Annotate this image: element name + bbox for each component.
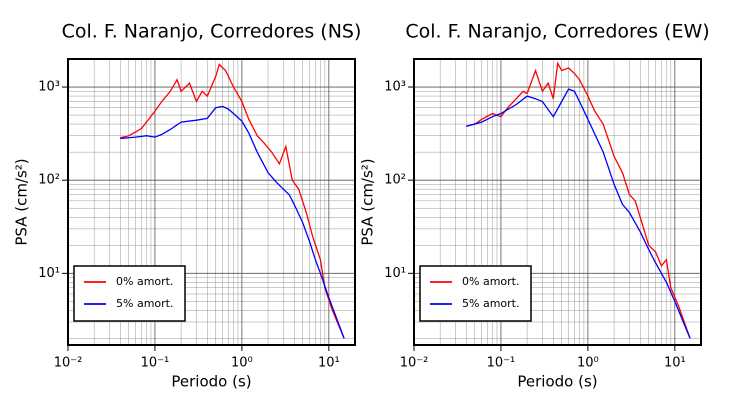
x-tick-label: 10⁰ bbox=[231, 356, 253, 371]
y-tick-label: 10¹ bbox=[38, 266, 60, 281]
legend-box bbox=[419, 265, 532, 322]
chart-title: Col. F. Naranjo, Corredores (EW) bbox=[405, 21, 709, 43]
chart-title: Col. F. Naranjo, Corredores (NS) bbox=[62, 21, 362, 43]
x-tick-label: 10¹ bbox=[318, 356, 340, 371]
plot-frame bbox=[413, 58, 702, 346]
legend-label: 0% amort. bbox=[462, 275, 519, 288]
series-line bbox=[120, 63, 345, 339]
x-tick-label: 10⁻¹ bbox=[487, 356, 516, 371]
legend-label: 5% amort. bbox=[462, 297, 519, 310]
y-tick-label: 10¹ bbox=[384, 266, 406, 281]
x-axis-label: Periodo (s) bbox=[171, 373, 251, 391]
y-tick-label: 10³ bbox=[38, 80, 60, 95]
x-axis-label: Periodo (s) bbox=[517, 373, 597, 391]
panel: Col. F. Naranjo, Corredores (EW) Periodo … bbox=[359, 21, 710, 391]
x-tick-label: 10⁻² bbox=[400, 356, 429, 371]
x-tick-label: 10⁻¹ bbox=[141, 356, 170, 371]
y-tick-label: 10³ bbox=[384, 80, 406, 95]
x-tick-label: 10¹ bbox=[664, 356, 686, 371]
series-line bbox=[466, 61, 691, 339]
y-axis-label: PSA (cm/s²) bbox=[359, 158, 377, 245]
series-line bbox=[120, 105, 345, 339]
y-tick-label: 10² bbox=[38, 173, 60, 188]
legend-label: 0% amort. bbox=[116, 275, 173, 288]
panel: Col. F. Naranjo, Corredores (NS) Periodo … bbox=[13, 21, 362, 391]
y-axis-label: PSA (cm/s²) bbox=[13, 158, 31, 245]
series-line bbox=[466, 88, 691, 339]
x-tick-label: 10⁰ bbox=[577, 356, 599, 371]
x-tick-label: 10⁻² bbox=[54, 356, 83, 371]
legend-box bbox=[73, 265, 186, 322]
plot-frame bbox=[67, 58, 356, 346]
legend-label: 5% amort. bbox=[116, 297, 173, 310]
y-tick-label: 10² bbox=[384, 173, 406, 188]
